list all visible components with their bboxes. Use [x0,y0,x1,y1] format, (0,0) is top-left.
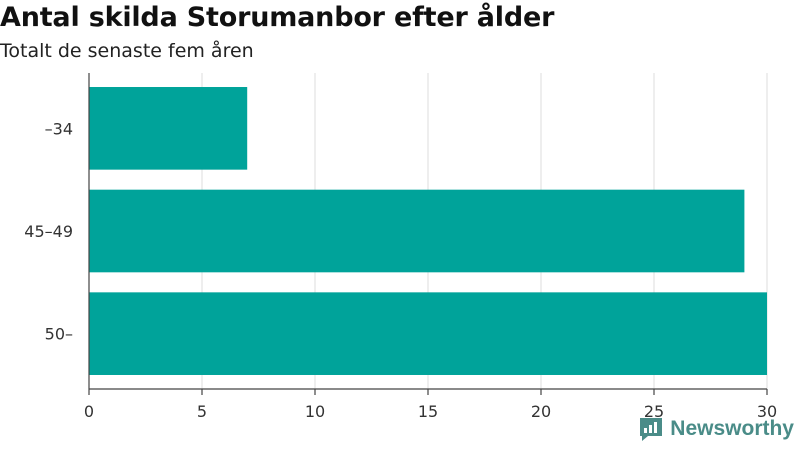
bar [89,87,248,170]
y-tick-label: 45–49 [24,222,73,241]
y-tick-label: 50– [45,325,73,344]
x-tick-label: 5 [197,402,207,421]
x-tick-label: 15 [418,402,438,421]
x-tick-label: 20 [531,402,551,421]
y-tick-label: –34 [45,119,73,138]
x-tick-label: 0 [84,402,94,421]
chart-title: Antal skilda Storumanbor efter ålder [0,2,555,33]
bar [89,189,745,273]
x-tick-label: 10 [305,402,325,421]
brand-logo: Newsworthy [638,416,794,442]
x-tick-label: 30 [757,402,777,421]
bar [89,292,767,375]
x-tick-label: 25 [644,402,664,421]
chart-subtitle: Totalt de senaste fem åren [0,40,254,62]
newsworthy-logo-icon [640,418,663,441]
brand-name: Newsworthy [670,417,794,440]
